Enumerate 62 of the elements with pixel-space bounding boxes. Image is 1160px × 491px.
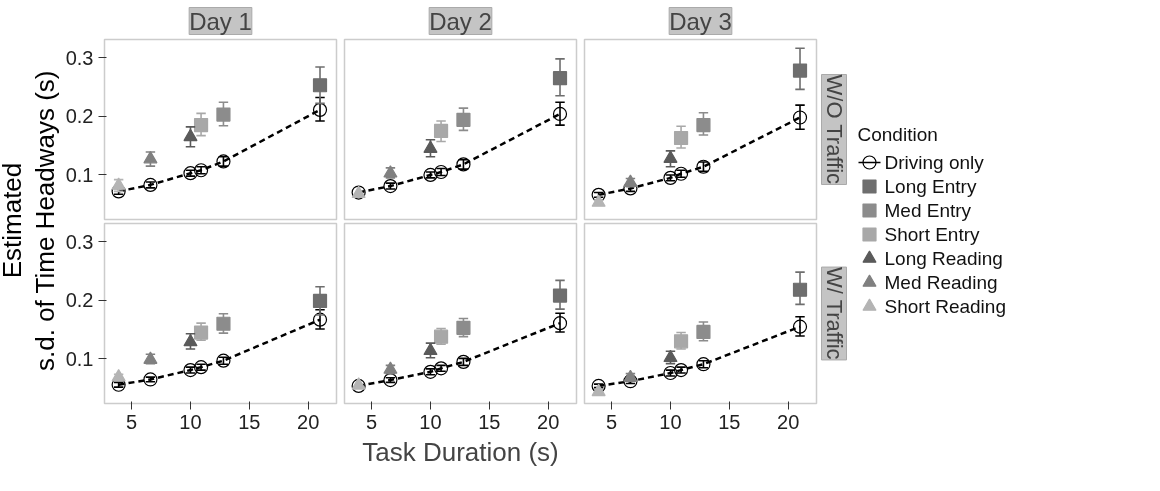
y-tick-label: 0.1 xyxy=(65,163,94,186)
x-tick-label: 20 xyxy=(777,410,800,433)
legend-label: Long Entry xyxy=(884,176,977,197)
y-tick-label: 0.2 xyxy=(65,289,94,312)
point xyxy=(143,177,158,192)
chart-title: Day 2 xyxy=(429,7,492,35)
x-tick-label: 10 xyxy=(419,410,442,433)
x-tick-label: 20 xyxy=(297,410,320,433)
point xyxy=(552,71,568,86)
point xyxy=(552,288,568,303)
legend-label: Short Reading xyxy=(884,296,1006,317)
point xyxy=(312,293,328,308)
x-tick-label: 5 xyxy=(366,410,378,433)
point xyxy=(623,374,638,389)
text: W/ Traffic xyxy=(821,267,847,360)
point xyxy=(792,282,808,297)
x-tick-label: 20 xyxy=(537,410,560,433)
point xyxy=(312,78,328,93)
point xyxy=(423,140,438,153)
x-tick-label: 5 xyxy=(126,410,138,433)
point xyxy=(591,187,606,202)
chart-title: Day 3 xyxy=(669,7,732,35)
x-tick-label: 15 xyxy=(718,410,741,433)
point xyxy=(193,118,209,133)
point xyxy=(216,316,231,331)
y-tick-label: 0.1 xyxy=(65,347,94,370)
point xyxy=(383,372,398,388)
y-axis-title: Estimated s.d. of Time Headways (s) xyxy=(0,70,60,371)
x-tick-label: 10 xyxy=(179,410,202,433)
point xyxy=(143,372,158,387)
legend-title: Condition xyxy=(857,124,938,145)
text: W/O Traffic xyxy=(821,74,847,185)
point xyxy=(456,112,471,127)
point xyxy=(663,150,678,163)
point xyxy=(383,178,398,194)
legend-label: Med Entry xyxy=(884,200,972,221)
point xyxy=(792,63,808,78)
y-tick-label: 0.3 xyxy=(65,46,94,69)
point xyxy=(433,123,449,139)
point xyxy=(216,107,231,122)
legend-label: Long Reading xyxy=(884,248,1003,269)
x-tick-label: 10 xyxy=(659,410,682,433)
legend-label: Driving only xyxy=(884,152,985,173)
chart-title: Day 1 xyxy=(189,7,252,35)
point xyxy=(696,118,711,133)
x-tick-label: 15 xyxy=(478,410,501,433)
legend-label: Med Reading xyxy=(884,272,998,293)
point xyxy=(552,316,568,331)
x-tick-label: 5 xyxy=(606,410,618,433)
point xyxy=(792,319,808,334)
point xyxy=(183,128,198,142)
y-tick-label: 0.3 xyxy=(65,230,94,253)
point xyxy=(792,110,808,125)
legend-label: Short Entry xyxy=(884,224,981,245)
point xyxy=(552,106,568,122)
x-tick-label: 15 xyxy=(238,410,261,433)
y-tick-label: 0.2 xyxy=(65,105,94,128)
point xyxy=(312,312,328,327)
point xyxy=(312,102,328,117)
point xyxy=(673,130,689,146)
x-axis-title: Task Duration (s) xyxy=(362,436,559,467)
point xyxy=(591,378,606,393)
